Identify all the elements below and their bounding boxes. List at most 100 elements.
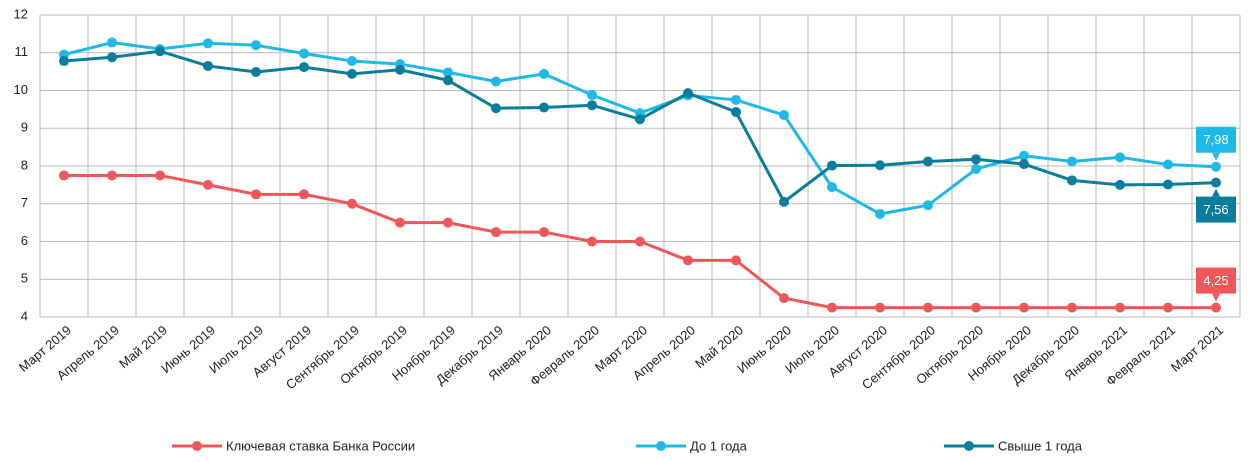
- data-point: [1163, 179, 1173, 190]
- data-point: [203, 179, 213, 190]
- data-point: [395, 64, 405, 75]
- data-point: [635, 236, 645, 247]
- data-point: [923, 156, 933, 167]
- data-point: [347, 198, 357, 209]
- data-point: [443, 217, 453, 228]
- data-point: [299, 62, 309, 73]
- data-point: [395, 217, 405, 228]
- data-point: [1115, 302, 1125, 313]
- y-tick-label: 12: [14, 6, 28, 21]
- data-point: [587, 90, 597, 101]
- data-point: [731, 94, 741, 105]
- data-point: [1067, 156, 1077, 167]
- data-point: [683, 88, 693, 99]
- data-point: [635, 114, 645, 125]
- data-point: [347, 56, 357, 67]
- y-tick-label: 5: [21, 271, 28, 286]
- data-point: [539, 227, 549, 238]
- data-point: [59, 56, 69, 67]
- data-point: [251, 40, 261, 51]
- data-point: [203, 60, 213, 71]
- value-label-pointer: [1212, 152, 1220, 161]
- y-tick-label: 11: [15, 44, 29, 59]
- data-point: [1163, 159, 1173, 170]
- legend-item: Свыше 1 года: [944, 438, 1083, 453]
- data-point: [539, 68, 549, 79]
- data-point: [1067, 175, 1077, 186]
- data-point: [443, 67, 453, 78]
- data-point: [923, 302, 933, 313]
- value-label: 7,98: [1196, 126, 1236, 161]
- series-line: [63, 49, 1217, 205]
- value-label-pointer: [1212, 293, 1220, 302]
- data-point: [731, 107, 741, 118]
- legend-marker: [964, 441, 974, 451]
- data-point: [251, 67, 261, 78]
- data-point: [299, 48, 309, 59]
- value-label: 7,56: [1196, 188, 1236, 223]
- data-point: [539, 102, 549, 113]
- data-point: [827, 182, 837, 193]
- legend-label: До 1 года: [690, 438, 748, 453]
- data-point: [779, 110, 789, 121]
- value-label-box: [1196, 196, 1236, 223]
- data-point: [203, 38, 213, 49]
- value-label: 4,25: [1196, 267, 1236, 302]
- y-tick-label: 7: [21, 195, 28, 210]
- data-point: [155, 170, 165, 181]
- data-point: [59, 170, 69, 181]
- data-point: [1211, 302, 1221, 313]
- data-point: [491, 227, 501, 238]
- data-point: [1067, 302, 1077, 313]
- data-point: [971, 154, 981, 165]
- data-point: [779, 293, 789, 304]
- value-label-text: 7,98: [1203, 132, 1228, 147]
- data-point: [299, 189, 309, 200]
- data-point: [347, 68, 357, 79]
- data-point: [491, 76, 501, 87]
- data-point: [875, 302, 885, 313]
- data-point: [107, 170, 117, 181]
- value-label-box: [1196, 126, 1236, 153]
- legend-label: Свыше 1 года: [998, 438, 1083, 453]
- data-point: [875, 160, 885, 171]
- data-point: [587, 236, 597, 247]
- data-point: [1019, 159, 1029, 170]
- legend-label: Ключевая ставка Банка России: [226, 438, 415, 453]
- data-point: [443, 75, 453, 86]
- data-point: [971, 302, 981, 313]
- x-tick-label: Март 2021: [1168, 322, 1226, 374]
- data-point: [107, 37, 117, 48]
- value-label-text: 7,56: [1203, 202, 1228, 217]
- data-point: [1163, 302, 1173, 313]
- data-point: [1019, 150, 1029, 161]
- y-tick-label: 9: [21, 120, 28, 135]
- legend-item: До 1 года: [636, 438, 748, 453]
- y-tick-label: 8: [21, 157, 28, 172]
- data-point: [683, 255, 693, 266]
- value-label-text: 4,25: [1203, 273, 1228, 288]
- data-point: [587, 100, 597, 111]
- legend-marker: [656, 441, 666, 451]
- data-point: [1019, 302, 1029, 313]
- data-point: [971, 164, 981, 175]
- data-point: [251, 189, 261, 200]
- data-point: [779, 196, 789, 207]
- data-point: [155, 46, 165, 57]
- data-point: [923, 200, 933, 211]
- legend-item: Ключевая ставка Банка России: [172, 438, 415, 453]
- data-point: [1115, 179, 1125, 190]
- y-tick-label: 4: [21, 308, 28, 323]
- legend-marker: [192, 441, 202, 451]
- data-point: [731, 255, 741, 266]
- data-point: [491, 103, 501, 114]
- value-label-box: [1196, 267, 1236, 294]
- y-tick-label: 10: [14, 82, 28, 97]
- value-label-pointer: [1212, 188, 1220, 197]
- data-point: [1211, 161, 1221, 172]
- data-point: [875, 208, 885, 219]
- data-point: [1211, 177, 1221, 188]
- data-point: [827, 302, 837, 313]
- y-tick-label: 6: [21, 233, 28, 248]
